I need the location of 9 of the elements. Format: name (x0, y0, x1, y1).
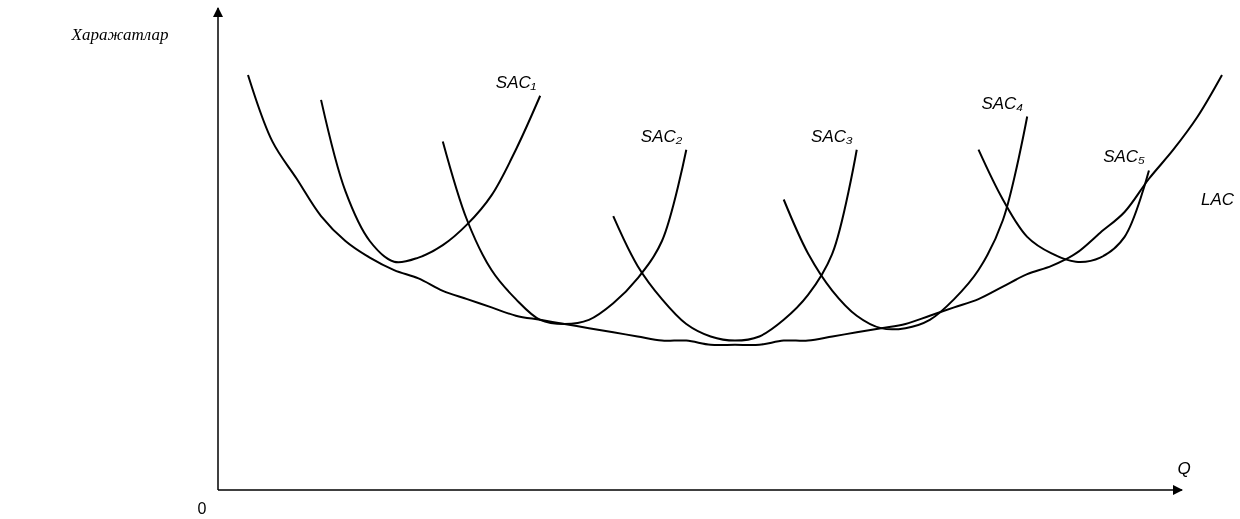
series-label: SAC₅ (1103, 147, 1146, 167)
series-label: SAC₂ (640, 126, 683, 146)
text: LAC (1200, 190, 1235, 209)
series-label: SAC₄ (981, 93, 1024, 113)
series-label: SAC₁ (495, 72, 537, 92)
text: 0 (197, 500, 207, 517)
x-axis-title: Q (1177, 459, 1191, 478)
y-axis-title: Харажатлар (70, 25, 169, 44)
series-label: SAC₃ (811, 126, 853, 146)
